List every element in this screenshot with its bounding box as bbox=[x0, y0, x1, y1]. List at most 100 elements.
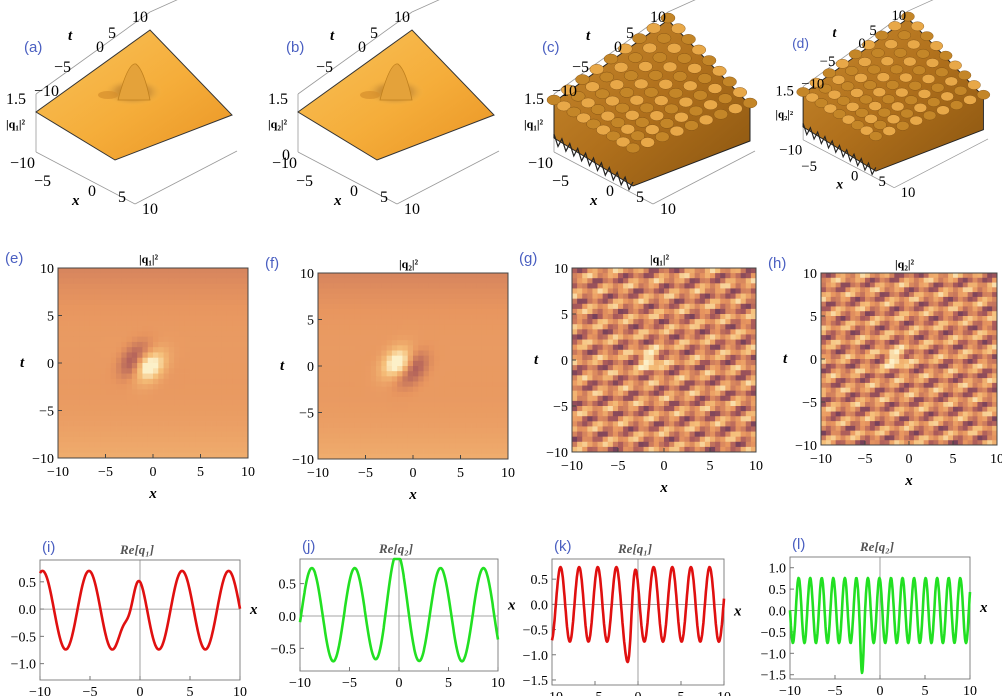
x-axis-line bbox=[802, 139, 895, 189]
density-cell bbox=[147, 426, 154, 433]
density-cell bbox=[200, 421, 207, 427]
density-cell bbox=[850, 325, 856, 331]
density-cell bbox=[428, 407, 435, 413]
density-cell bbox=[237, 320, 244, 327]
density-cell bbox=[460, 428, 467, 434]
density-cell bbox=[142, 283, 149, 290]
density-cell bbox=[745, 375, 752, 381]
density-cell bbox=[674, 375, 680, 381]
density-cell bbox=[184, 363, 191, 369]
density-cell bbox=[455, 314, 461, 320]
density-cell bbox=[94, 447, 101, 454]
surface-bump bbox=[656, 33, 672, 44]
density-cell bbox=[116, 389, 122, 396]
density-cell bbox=[158, 320, 164, 327]
density-cell bbox=[116, 268, 122, 274]
density-cell bbox=[638, 370, 644, 376]
t-axis-line bbox=[149, 0, 178, 13]
density-cell bbox=[63, 442, 69, 448]
density-cell bbox=[105, 368, 112, 374]
density-cell bbox=[913, 339, 920, 346]
density-cell bbox=[402, 376, 409, 382]
density-cell bbox=[360, 438, 366, 444]
density-cell bbox=[730, 339, 736, 346]
density-cell bbox=[933, 273, 939, 279]
density-cell bbox=[370, 366, 377, 372]
density-cell bbox=[638, 380, 644, 386]
density-cell bbox=[679, 324, 685, 330]
density-cell bbox=[674, 308, 680, 315]
x-tick-label: −10 bbox=[272, 155, 297, 172]
density-cell bbox=[354, 412, 361, 419]
density-cell bbox=[618, 298, 624, 305]
density-cell bbox=[689, 390, 696, 397]
density-cell bbox=[460, 376, 467, 382]
density-cell bbox=[628, 421, 634, 427]
density-cell bbox=[418, 324, 424, 331]
density-cell bbox=[344, 350, 351, 357]
density-cell bbox=[492, 443, 498, 450]
density-cell bbox=[497, 402, 504, 408]
density-cell bbox=[928, 273, 934, 279]
surface-bump bbox=[580, 97, 596, 109]
density-cell bbox=[328, 360, 335, 367]
density-cell bbox=[370, 438, 377, 444]
density-cell bbox=[423, 319, 430, 326]
density-cell bbox=[110, 320, 117, 327]
density-cell bbox=[471, 345, 477, 351]
density-cell bbox=[643, 278, 650, 284]
density-cell bbox=[623, 298, 629, 305]
density-cell bbox=[612, 416, 619, 422]
density-cell bbox=[476, 433, 483, 439]
t-tick-label: 0 bbox=[96, 39, 104, 56]
density-cell bbox=[126, 452, 133, 459]
density-cell bbox=[460, 366, 467, 372]
density-cell bbox=[158, 421, 164, 427]
density-cell bbox=[242, 278, 249, 285]
density-cell bbox=[607, 390, 614, 397]
density-cell bbox=[674, 436, 680, 443]
density-cell bbox=[948, 330, 954, 336]
density-cell bbox=[189, 326, 196, 332]
density-cell bbox=[370, 355, 377, 362]
density-cell bbox=[407, 309, 414, 315]
density-cell bbox=[444, 309, 451, 315]
density-cell bbox=[349, 433, 356, 439]
density-cell bbox=[704, 273, 711, 279]
density-cell bbox=[354, 314, 361, 320]
density-cell bbox=[121, 421, 128, 427]
density-cell bbox=[943, 354, 949, 360]
x-tick-label: −10 bbox=[47, 465, 69, 480]
density-cell bbox=[669, 268, 675, 274]
density-cell bbox=[200, 373, 207, 380]
density-cell bbox=[168, 347, 175, 353]
density-cell bbox=[333, 319, 340, 326]
density-cell bbox=[58, 431, 64, 438]
surface-bump bbox=[855, 108, 869, 118]
density-cell bbox=[855, 349, 861, 355]
density-cell bbox=[602, 370, 609, 376]
density-cell bbox=[110, 315, 117, 322]
density-cell bbox=[205, 363, 212, 369]
density-cell bbox=[664, 400, 670, 407]
density-cell bbox=[948, 287, 954, 293]
density-cell bbox=[967, 282, 973, 288]
density-cell bbox=[918, 316, 925, 322]
density-cell bbox=[444, 273, 451, 279]
density-cell bbox=[333, 350, 340, 357]
density-cell bbox=[460, 314, 467, 320]
density-cell bbox=[158, 452, 164, 459]
density-cell bbox=[740, 354, 747, 361]
density-cell bbox=[205, 336, 212, 343]
density-cell bbox=[333, 453, 340, 460]
density-cell bbox=[100, 452, 106, 459]
density-cell bbox=[735, 329, 742, 335]
density-cell bbox=[664, 319, 670, 325]
density-cell bbox=[391, 314, 398, 320]
density-cell bbox=[710, 354, 716, 361]
density-cell bbox=[121, 426, 128, 433]
density-cell bbox=[874, 349, 881, 355]
density-cell bbox=[344, 428, 351, 434]
density-cell bbox=[142, 405, 149, 411]
density-cell bbox=[587, 349, 593, 356]
